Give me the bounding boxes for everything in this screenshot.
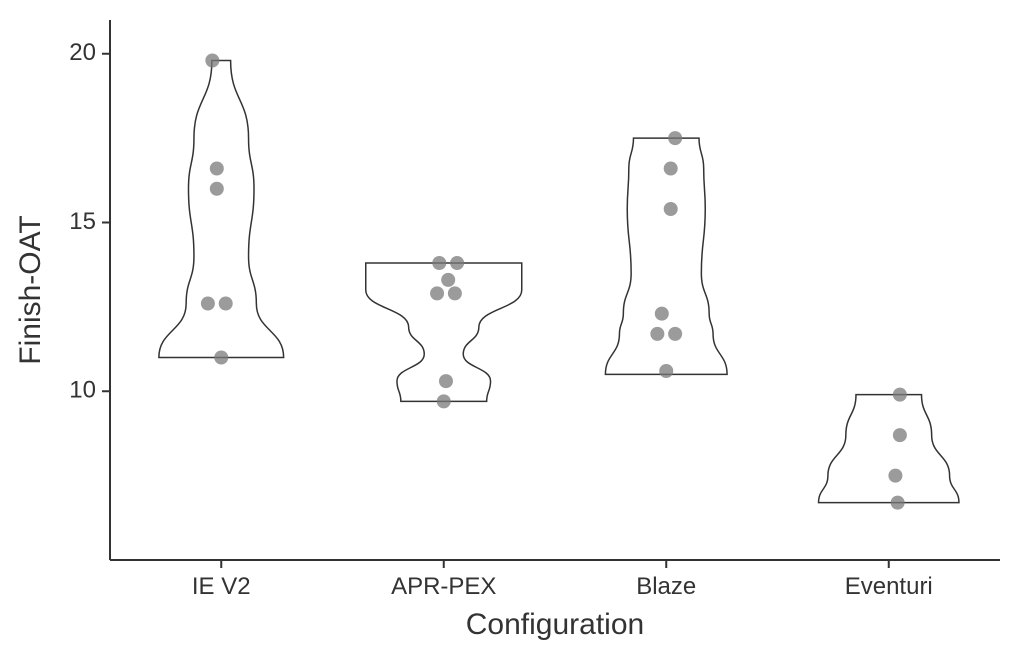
data-point (441, 273, 455, 287)
data-point (664, 162, 678, 176)
data-point (891, 496, 905, 510)
data-point (668, 131, 682, 145)
data-point (437, 394, 451, 408)
data-point (893, 388, 907, 402)
y-tick-label: 15 (69, 208, 96, 235)
data-point (432, 256, 446, 270)
data-point (219, 297, 233, 311)
data-point (655, 307, 669, 321)
x-tick-label: Blaze (636, 573, 696, 600)
x-tick-label: IE V2 (192, 573, 251, 600)
data-point (205, 54, 219, 68)
data-point (439, 374, 453, 388)
data-point (210, 162, 224, 176)
chart-svg: 10 15 20 IE V2 APR-PEX Blaze Eventuri Configura… (0, 0, 1024, 672)
y-tick-label: 20 (69, 39, 96, 66)
x-tick-label: APR-PEX (391, 573, 496, 600)
data-point (668, 327, 682, 341)
data-point (650, 327, 664, 341)
x-axis-title: Configuration (466, 608, 644, 641)
data-point (450, 256, 464, 270)
data-point (888, 469, 902, 483)
data-point (210, 182, 224, 196)
y-axis-title: Finish-OAT (14, 215, 47, 364)
data-point (664, 202, 678, 216)
data-point (893, 428, 907, 442)
violin-chart: 10 15 20 IE V2 APR-PEX Blaze Eventuri Configura… (0, 0, 1024, 672)
data-point (659, 364, 673, 378)
data-point (201, 297, 215, 311)
data-point (448, 286, 462, 300)
x-tick-label: Eventuri (845, 573, 933, 600)
y-tick-label: 10 (69, 377, 96, 404)
data-point (214, 351, 228, 365)
data-point (430, 286, 444, 300)
